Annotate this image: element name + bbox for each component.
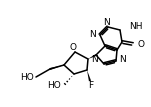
Polygon shape bbox=[88, 54, 96, 59]
Text: N: N bbox=[91, 54, 97, 63]
Text: HO: HO bbox=[20, 74, 34, 82]
Text: N: N bbox=[119, 54, 126, 63]
Text: F: F bbox=[88, 80, 94, 89]
Text: O: O bbox=[137, 39, 144, 48]
Text: O: O bbox=[69, 42, 77, 51]
Polygon shape bbox=[50, 65, 64, 70]
Polygon shape bbox=[87, 70, 91, 81]
Text: N: N bbox=[89, 30, 96, 39]
Text: NH: NH bbox=[129, 22, 143, 30]
Text: N: N bbox=[104, 18, 110, 27]
Text: HO: HO bbox=[47, 82, 61, 91]
